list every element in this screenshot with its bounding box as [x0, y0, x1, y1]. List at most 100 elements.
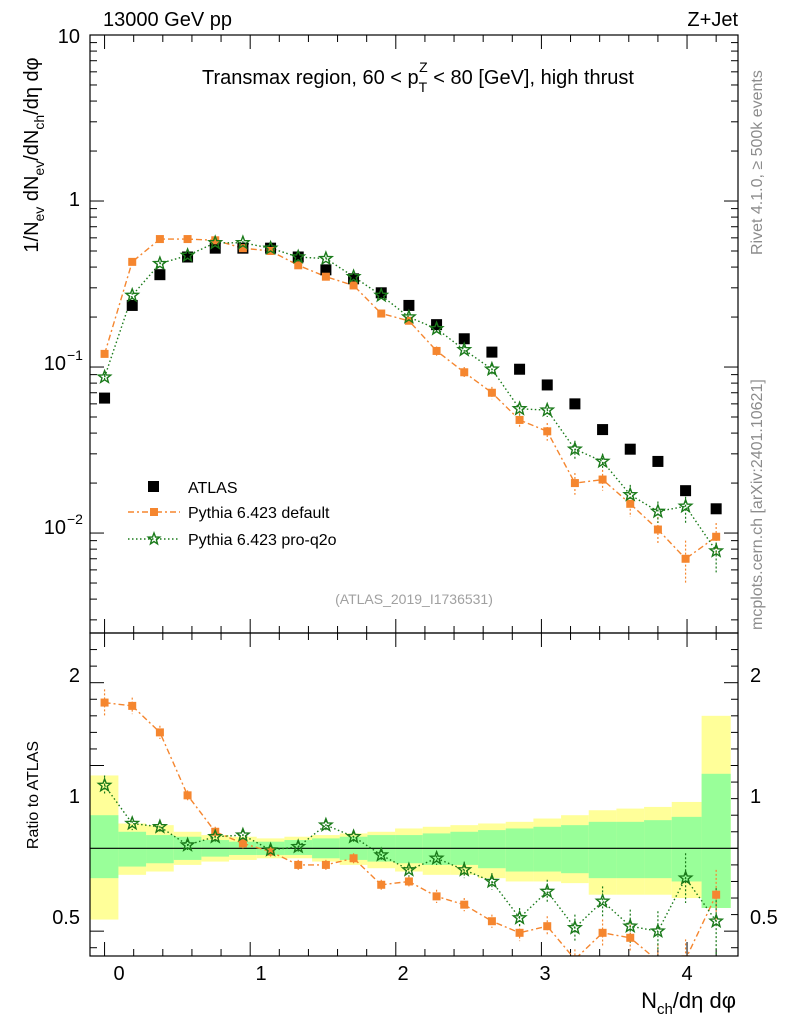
default-data-point — [100, 349, 109, 358]
default-data-point — [626, 499, 635, 508]
proq2o-data-point — [483, 360, 500, 377]
atlas-uncertainty-band-inner — [644, 820, 672, 879]
default-data-point — [238, 244, 247, 253]
default-data-point — [155, 235, 164, 244]
ratio-default-point — [487, 917, 496, 926]
ratio-default-point — [100, 698, 109, 707]
ratio-default-point — [266, 847, 275, 856]
ratio-proq2o-point — [96, 776, 113, 793]
ratio-proq2o-point — [234, 826, 252, 842]
ratio-plot-area — [90, 689, 738, 956]
proq2o-data-point — [234, 234, 251, 250]
default-data-point — [543, 427, 552, 436]
proq2o-data-point — [400, 308, 417, 324]
default-data-point — [598, 475, 607, 484]
proq2o-data-point — [539, 401, 556, 418]
ratio-default-point — [349, 854, 358, 863]
main-ylabel: 1/Nev dNev/dNch/dη dφ — [21, 57, 47, 252]
ratio-default-point — [432, 892, 441, 901]
proq2o-data-point — [677, 497, 694, 514]
ratio-ytick-0.5-right: 0.5 — [750, 907, 778, 929]
ratio-ytick-0.5: 0.5 — [52, 907, 80, 929]
ratio-panel: Ratio to ATLAS 2 1 0.5 2 1 0.5 0 1 2 3 4… — [25, 632, 778, 1018]
atlas-data-point — [375, 287, 387, 299]
mcplots-label: mcplots.cern.ch [arXiv:2401.10621] — [749, 379, 766, 630]
default-data-point — [294, 261, 303, 270]
atlas-uncertainty-band-inner — [561, 825, 589, 874]
atlas-data-point — [403, 299, 415, 311]
proq2o-data-point — [151, 255, 169, 271]
default-data-point — [349, 281, 358, 290]
xtick-label-4: 4 — [681, 963, 692, 985]
default-data-point — [712, 532, 721, 541]
proq2o-data-point — [456, 341, 473, 357]
ratio-default-point — [321, 860, 330, 869]
ytick-label-1: 1 — [69, 189, 80, 211]
xtick-label-3: 3 — [539, 963, 550, 985]
proq2o-data-point — [124, 286, 141, 303]
proq2o-data-point — [566, 440, 584, 457]
proq2o-data-point — [373, 286, 390, 303]
legend-label-atlas: ATLAS — [188, 480, 238, 497]
header-energy: 13000 GeV pp — [103, 9, 232, 31]
ratio-proq2o-point — [124, 814, 141, 831]
atlas-data-point — [541, 379, 553, 391]
ytick-label-0.1: 10 — [44, 353, 66, 375]
ratio-proq2o-point — [539, 882, 556, 899]
atlas-uncertainty-band-inner — [90, 815, 119, 879]
title-sup: Z — [419, 59, 428, 75]
ratio-frame — [89, 632, 739, 957]
ratio-proq2o-point — [345, 828, 362, 844]
ratio-default-point — [460, 900, 469, 909]
ratio-proq2o-point — [594, 892, 611, 909]
ratio-ylabel: Ratio to ATLAS — [25, 741, 42, 849]
ytick-sup-0.01: −2 — [67, 511, 83, 527]
proq2o-data-point — [290, 248, 307, 264]
main-title: Transmax region, 60 < pTZ < 80 [GeV], hi… — [202, 59, 634, 95]
ratio-proq2o-point — [317, 816, 334, 833]
ratio-proq2o-point — [456, 861, 473, 877]
atlas-data-point — [680, 485, 692, 497]
ytick-label-0.01: 10 — [44, 517, 66, 539]
atlas-uncertainty-band-inner — [478, 830, 506, 869]
ytick-sup-0.1: −1 — [67, 347, 83, 363]
ytick-label-10: 10 — [58, 26, 80, 48]
ratio-default-point — [404, 877, 413, 886]
atlas-data-point — [320, 264, 332, 276]
atlas-data-point — [182, 251, 194, 263]
proq2o-data-point — [317, 250, 335, 266]
default-data-point — [460, 368, 469, 377]
atlas-data-point — [154, 269, 166, 281]
main-panel: Transmax region, 60 < pTZ < 80 [GeV], hi… — [21, 26, 739, 634]
proq2o-data-point — [622, 486, 639, 502]
rivet-label: Rivet 4.1.0, ≥ 500k events — [749, 70, 766, 255]
default-data-point — [211, 236, 220, 245]
atlas-data-point — [126, 299, 138, 311]
proq2o-data-point — [179, 247, 196, 263]
xlabel: Nch/dη dφ — [641, 988, 736, 1018]
ratio-proq2o-point — [483, 872, 501, 889]
default-data-point — [570, 479, 579, 488]
ratio-proq2o-point — [566, 919, 583, 935]
ratio-default-point — [128, 701, 137, 710]
ratio-proq2o-point — [179, 836, 196, 852]
legend: ATLAS Pythia 6.423 default Pythia 6.423 … — [128, 480, 337, 549]
proq2o-data-point — [345, 268, 362, 284]
ratio-default-point — [377, 880, 386, 889]
legend-label-default: Pythia 6.423 default — [188, 505, 330, 522]
ratio-proq2o-point — [428, 849, 445, 866]
atlas-data-point — [292, 251, 304, 263]
ratio-default-point — [543, 922, 552, 931]
ratio-ytick-2: 2 — [69, 665, 80, 687]
ratio-proq2o-point — [262, 841, 279, 857]
atlas-uncertainty-band-inner — [701, 773, 731, 908]
default-data-point — [183, 235, 192, 244]
default-data-point — [653, 525, 662, 534]
xtick-label-1: 1 — [255, 963, 266, 985]
proq2o-data-point — [262, 239, 279, 256]
atlas-uncertainty-band-inner — [395, 835, 423, 864]
ratio-default-point — [294, 860, 303, 869]
proq2o-data-point — [428, 320, 445, 336]
atlas-data-point — [569, 398, 581, 410]
